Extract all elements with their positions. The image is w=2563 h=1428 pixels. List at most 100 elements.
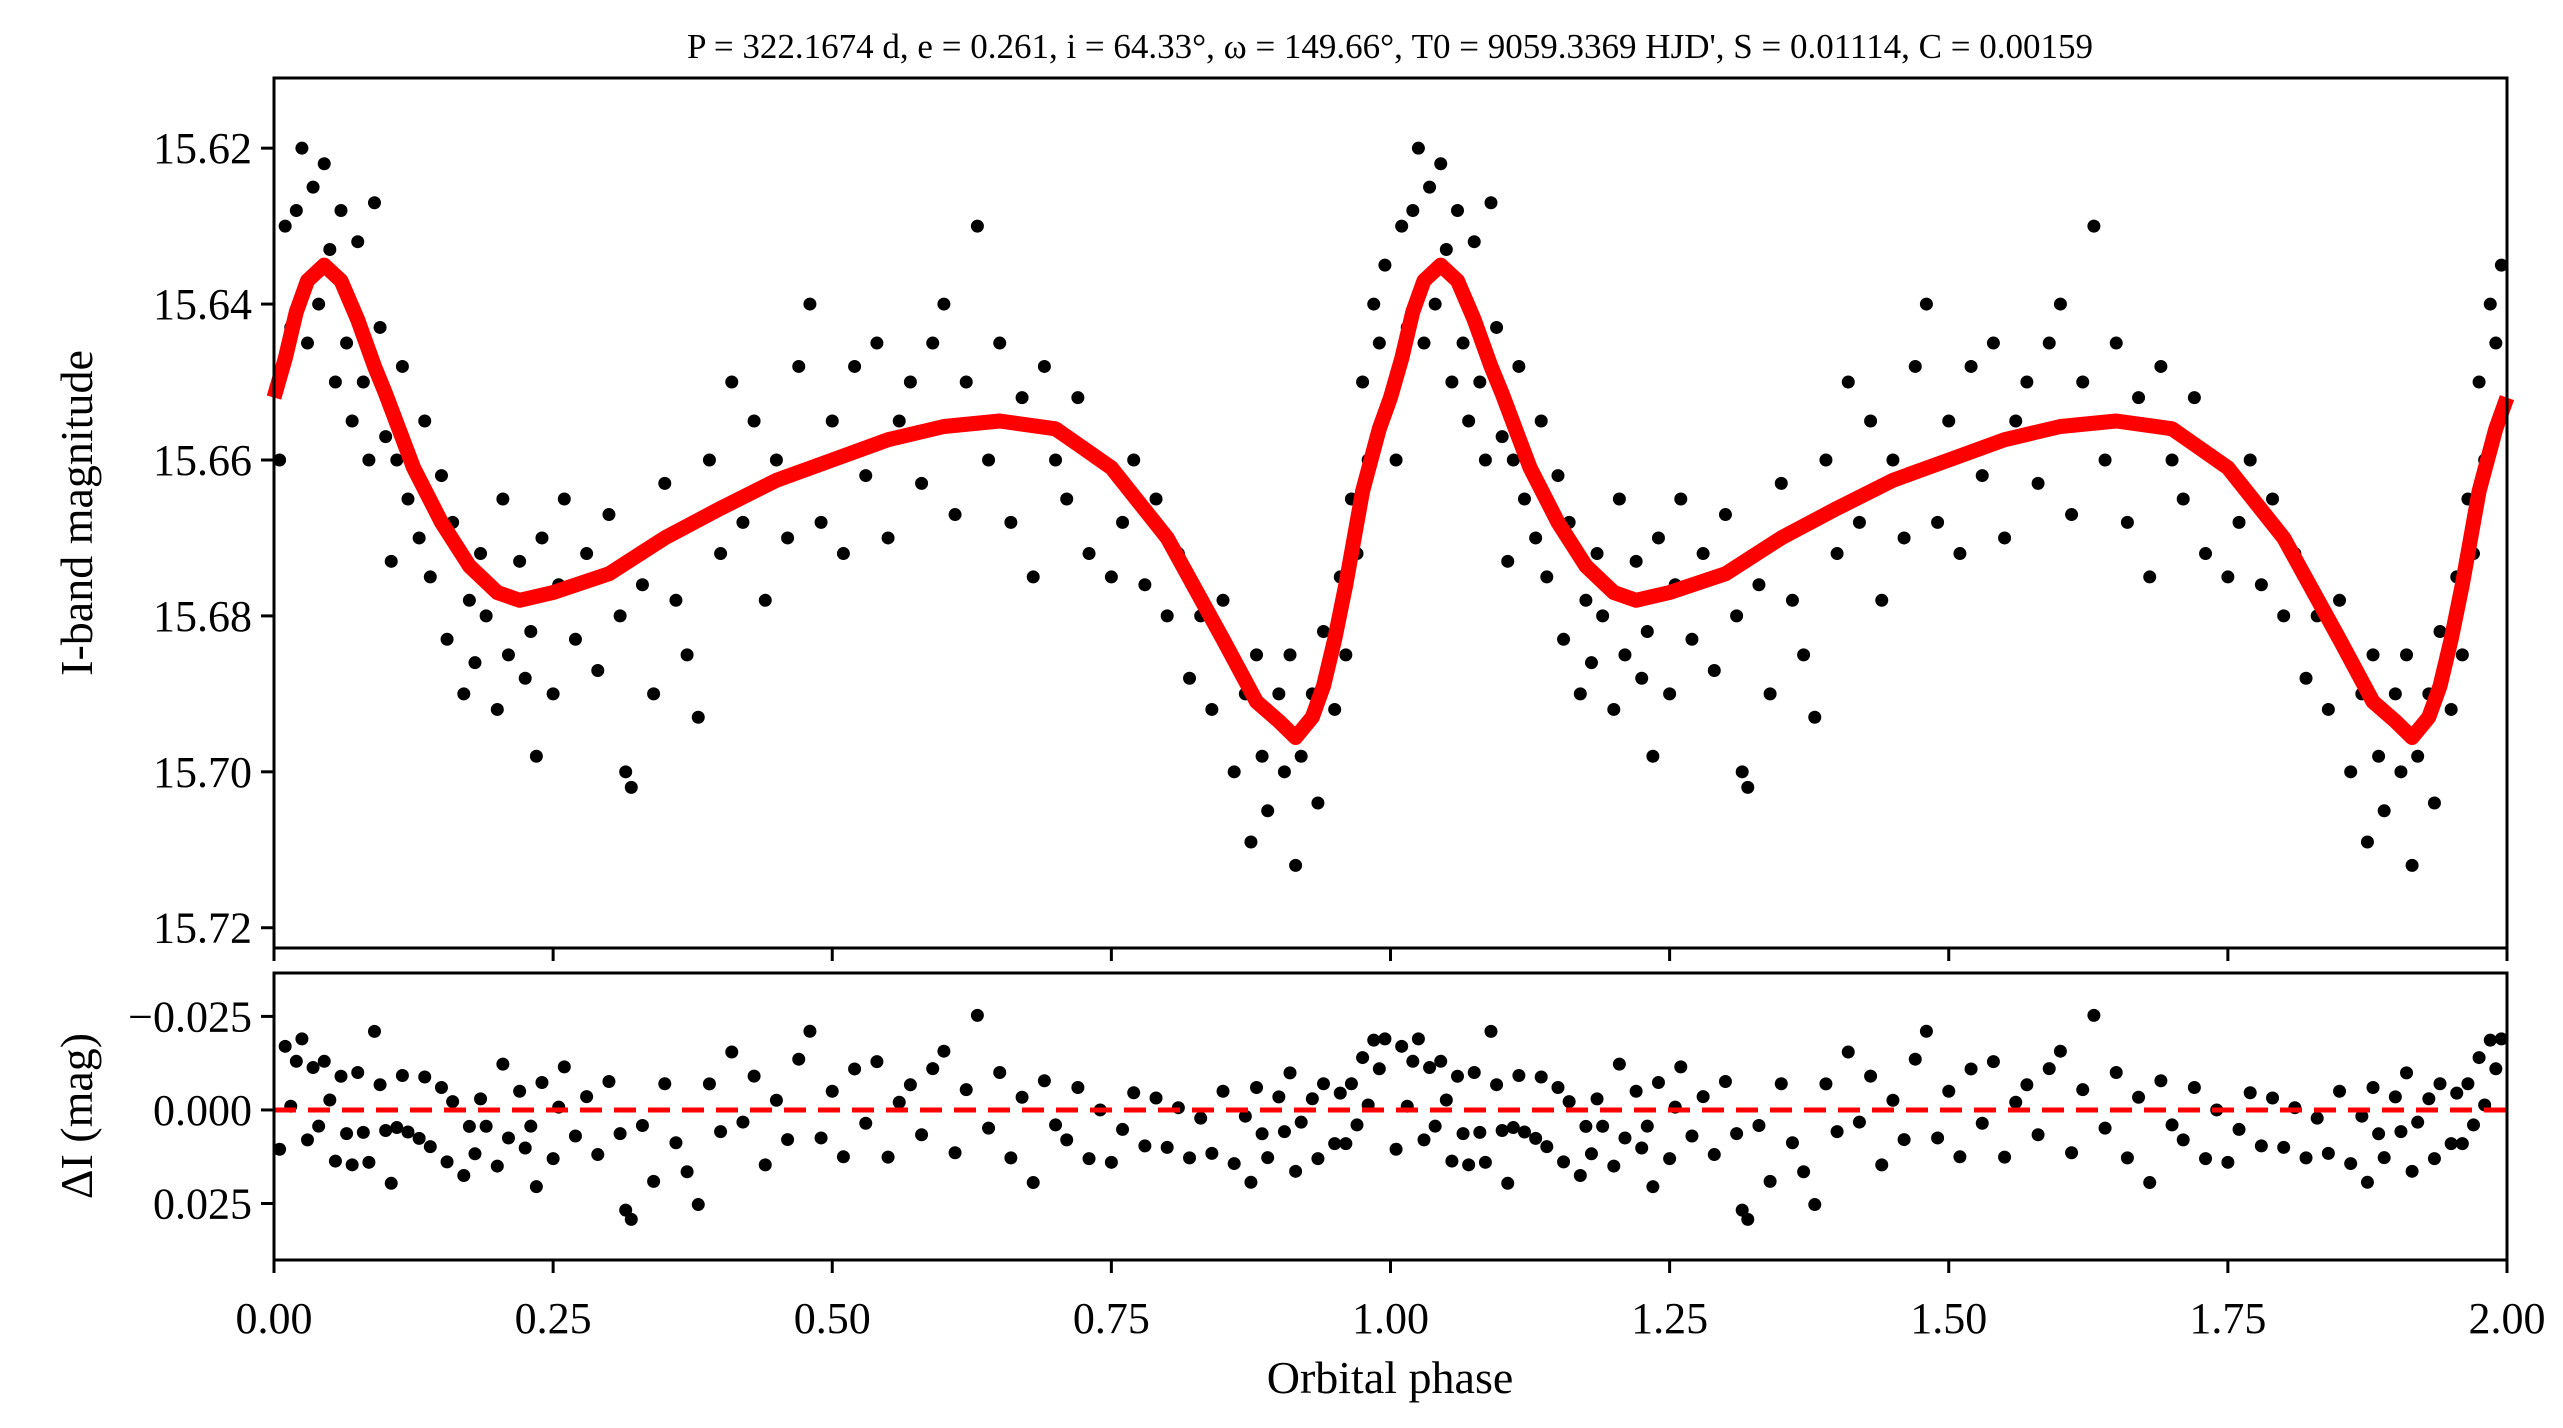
- x-tick-label: 0.75: [1073, 1294, 1150, 1343]
- data-point: [289, 204, 303, 218]
- residual-point: [1183, 1151, 1197, 1165]
- data-point: [273, 453, 287, 467]
- residual-point: [312, 1119, 326, 1133]
- data-point: [1411, 141, 1425, 155]
- residual-point: [1473, 1125, 1487, 1139]
- data-point: [1730, 609, 1744, 623]
- data-point: [2483, 297, 2497, 311]
- data-point: [758, 593, 772, 607]
- data-point: [647, 687, 661, 701]
- residual-point: [1579, 1119, 1593, 1133]
- residual-point: [1730, 1127, 1744, 1141]
- data-point: [2098, 453, 2112, 467]
- data-point: [2020, 375, 2034, 389]
- data-point: [803, 297, 817, 311]
- data-point: [1942, 414, 1956, 428]
- residual-point: [300, 1133, 314, 1147]
- data-point: [1160, 609, 1174, 623]
- residual-point: [1417, 1133, 1431, 1147]
- data-point: [1049, 453, 1063, 467]
- residual-point: [1484, 1024, 1498, 1038]
- residual-point: [1071, 1081, 1085, 1095]
- data-point: [2455, 648, 2469, 662]
- residual-point: [2455, 1137, 2469, 1151]
- data-point: [2400, 648, 2414, 662]
- residual-point: [1663, 1152, 1677, 1166]
- data-point: [501, 648, 515, 662]
- data-point: [1372, 336, 1386, 350]
- data-point: [1529, 531, 1543, 545]
- data-point: [1685, 632, 1699, 646]
- y-tick-label: 15.66: [153, 436, 252, 485]
- residual-point: [702, 1077, 716, 1091]
- residual-point: [982, 1121, 996, 1135]
- residual-point: [2065, 1146, 2079, 1160]
- data-point: [312, 297, 326, 311]
- residual-point: [1573, 1169, 1587, 1183]
- residual-point: [1389, 1142, 1403, 1156]
- data-point: [1378, 258, 1392, 272]
- residual-point: [1372, 1062, 1386, 1076]
- residual-point: [501, 1131, 515, 1145]
- data-point: [412, 531, 426, 545]
- residual-point: [2120, 1151, 2134, 1165]
- residual-point: [395, 1069, 409, 1083]
- y-tick-label: −0.025: [128, 992, 252, 1041]
- residual-points: [273, 1008, 2508, 1226]
- data-point: [434, 469, 448, 483]
- data-point: [602, 508, 616, 522]
- data-point: [390, 453, 404, 467]
- residual-point: [903, 1078, 917, 1092]
- data-point: [1534, 414, 1548, 428]
- data-point: [1579, 593, 1593, 607]
- data-point: [859, 469, 873, 483]
- residual-point: [418, 1070, 432, 1084]
- residual-point: [334, 1069, 348, 1083]
- data-point: [496, 492, 510, 506]
- residual-point: [1467, 1066, 1481, 1080]
- data-point: [769, 453, 783, 467]
- residual-point: [1378, 1032, 1392, 1046]
- residual-point: [2377, 1151, 2391, 1165]
- data-point: [2494, 258, 2508, 272]
- residual-point: [2461, 1077, 2475, 1091]
- data-point: [362, 453, 376, 467]
- data-point: [1785, 593, 1799, 607]
- data-point: [1445, 375, 1459, 389]
- residual-point: [434, 1081, 448, 1095]
- residual-point: [2433, 1077, 2447, 1091]
- residual-point: [1517, 1125, 1531, 1139]
- residual-point: [1160, 1140, 1174, 1154]
- y-tick-label: 15.62: [153, 124, 252, 173]
- data-point: [1104, 570, 1118, 584]
- data-point: [2299, 671, 2313, 685]
- residual-point: [1434, 1054, 1448, 1068]
- data-point: [2132, 391, 2146, 405]
- residual-point: [2344, 1157, 2358, 1171]
- residual-point: [1908, 1052, 1922, 1066]
- data-point: [295, 141, 309, 155]
- data-point: [1646, 749, 1660, 763]
- data-point: [2411, 749, 2425, 763]
- data-point: [1367, 297, 1381, 311]
- data-point: [970, 219, 984, 233]
- residual-point: [423, 1140, 437, 1154]
- residual-point: [2243, 1086, 2257, 1100]
- data-point: [278, 219, 292, 233]
- data-point: [568, 632, 582, 646]
- residual-point: [669, 1136, 683, 1150]
- residual-point: [568, 1129, 582, 1143]
- residual-point: [440, 1155, 454, 1169]
- data-point: [2489, 336, 2503, 350]
- residual-point: [401, 1125, 415, 1139]
- residual-point: [1646, 1180, 1660, 1194]
- residual-point: [825, 1084, 839, 1098]
- light-curve-panel: 15.62 15.64 15.66 15.68 15.70 15.72 I-band ma…: [51, 76, 2515, 961]
- data-point: [2031, 476, 2045, 490]
- data-point: [2009, 414, 2023, 428]
- residual-point: [1998, 1150, 2012, 1164]
- residual-point: [1350, 1118, 1364, 1132]
- residual-point: [1244, 1175, 1258, 1189]
- residual-point: [496, 1057, 510, 1071]
- residual-point: [1852, 1115, 1866, 1129]
